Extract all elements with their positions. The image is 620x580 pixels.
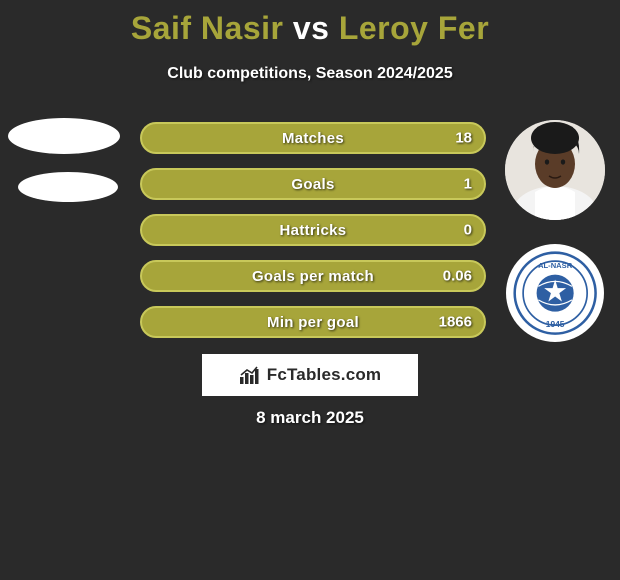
stat-bar-goals: Goals 1 — [140, 168, 486, 200]
stat-bar-goals-per-match: Goals per match 0.06 — [140, 260, 486, 292]
stat-value-right: 0.06 — [443, 268, 472, 285]
stat-bar-matches: Matches 18 — [140, 122, 486, 154]
stat-value-right: 1 — [464, 176, 472, 193]
player2-club-badge: AL-NASR 1945 — [506, 244, 604, 342]
stats-bars: Matches 18 Goals 1 Hattricks 0 Goals per… — [140, 122, 486, 352]
player2-photo-svg — [505, 120, 605, 220]
stat-bar-hattricks: Hattricks 0 — [140, 214, 486, 246]
stat-value-right: 0 — [464, 222, 472, 239]
svg-text:1945: 1945 — [546, 319, 565, 329]
stat-bar-min-per-goal: Min per goal 1866 — [140, 306, 486, 338]
brand-text: FcTables.com — [267, 365, 382, 385]
vs-text: vs — [293, 10, 330, 46]
stat-label: Goals — [291, 176, 334, 193]
stat-label: Matches — [282, 130, 344, 147]
svg-text:AL-NASR: AL-NASR — [538, 261, 573, 270]
stat-label: Hattricks — [280, 222, 347, 239]
date-text: 8 march 2025 — [0, 408, 620, 428]
comparison-title: Saif Nasir vs Leroy Fer — [0, 0, 620, 47]
player1-name: Saif Nasir — [131, 10, 284, 46]
stat-label: Min per goal — [267, 314, 359, 331]
stat-value-right: 18 — [455, 130, 472, 147]
stat-value-right: 1866 — [439, 314, 472, 331]
player1-photo-placeholder — [8, 118, 120, 154]
stat-label: Goals per match — [252, 268, 374, 285]
brand-chart-icon — [239, 365, 261, 385]
subtitle: Club competitions, Season 2024/2025 — [0, 65, 620, 83]
player2-photo — [505, 120, 605, 220]
player2-name: Leroy Fer — [339, 10, 489, 46]
player1-club-placeholder — [18, 172, 118, 202]
club-badge-svg: AL-NASR 1945 — [513, 251, 597, 335]
left-player-column — [8, 118, 128, 220]
right-player-column: AL-NASR 1945 — [500, 120, 610, 342]
brand-watermark: FcTables.com — [202, 354, 418, 396]
